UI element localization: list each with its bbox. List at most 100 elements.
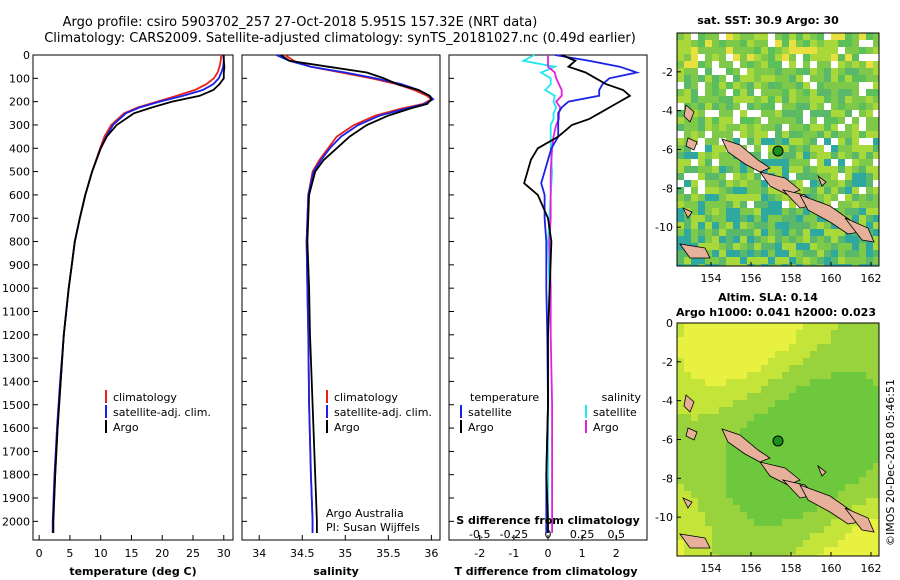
map-cell [761, 491, 768, 498]
map-cell [817, 117, 824, 124]
map-cell [866, 264, 873, 266]
map-cell [712, 208, 719, 215]
map-cell [719, 264, 726, 266]
map-cell [733, 337, 740, 344]
map-cell [810, 159, 817, 166]
map-cell [789, 526, 796, 533]
map-cell [852, 75, 859, 82]
map-cell [789, 47, 796, 54]
map-cell [684, 421, 691, 428]
map-cell [873, 131, 879, 138]
map-cell [726, 547, 733, 554]
map-cell [677, 236, 684, 243]
map-cell [698, 449, 705, 456]
map-cell [789, 96, 796, 103]
map-cell [782, 264, 789, 266]
map-cell [768, 264, 775, 266]
map-cell [677, 96, 684, 103]
map-cell [698, 180, 705, 187]
map-cell [761, 82, 768, 89]
map-cell [677, 344, 684, 351]
map-cell [789, 159, 796, 166]
map-cell [873, 257, 879, 264]
map-cell [845, 554, 852, 556]
map-cell [810, 337, 817, 344]
map-cell [866, 442, 873, 449]
map-cell [838, 351, 845, 358]
map-cell [873, 400, 879, 407]
map-cell [817, 344, 824, 351]
map-cell [873, 82, 879, 89]
map-cell [859, 131, 866, 138]
map-cell [747, 358, 754, 365]
map-cell [698, 68, 705, 75]
map-cell [796, 414, 803, 421]
map-cell [761, 33, 768, 40]
map-y-tick-label: -6 [662, 144, 673, 157]
map-cell [733, 484, 740, 491]
map-cell [733, 512, 740, 519]
map-cell [852, 159, 859, 166]
map-cell [824, 379, 831, 386]
map-cell [698, 512, 705, 519]
map-cell [684, 96, 691, 103]
map-cell [817, 47, 824, 54]
map-cell [712, 110, 719, 117]
map-cell [768, 201, 775, 208]
depth-tick-label: 800 [9, 236, 30, 249]
map-cell [789, 344, 796, 351]
map-cell [789, 215, 796, 222]
map-cell [838, 166, 845, 173]
map-cell [803, 159, 810, 166]
map-cell [726, 124, 733, 131]
map-cell [873, 365, 879, 372]
map-cell [761, 145, 768, 152]
map-cell [754, 187, 761, 194]
map-cell [719, 33, 726, 40]
map-cell [782, 250, 789, 257]
map-cell [677, 201, 684, 208]
map-cell [719, 449, 726, 456]
map-cell [754, 264, 761, 266]
map-cell [852, 243, 859, 250]
map-cell [677, 491, 684, 498]
map-cell [698, 215, 705, 222]
map-cell [684, 33, 691, 40]
map-cell [705, 68, 712, 75]
map-cell [852, 386, 859, 393]
map-cell [719, 428, 726, 435]
map-cell [803, 442, 810, 449]
map-cell [796, 442, 803, 449]
map-cell [691, 68, 698, 75]
map-cell [698, 166, 705, 173]
map-cell [803, 512, 810, 519]
map-cell [831, 33, 838, 40]
map-cell [817, 540, 824, 547]
map-cell [684, 337, 691, 344]
map-cell [761, 421, 768, 428]
map-cell [747, 337, 754, 344]
map-cell [817, 554, 824, 556]
map-cell [775, 131, 782, 138]
map-cell [838, 243, 845, 250]
map-cell [726, 512, 733, 519]
map-cell [859, 40, 866, 47]
map-cell [782, 215, 789, 222]
map-cell [789, 533, 796, 540]
map-cell [677, 400, 684, 407]
map-cell [796, 173, 803, 180]
map-cell [698, 208, 705, 215]
map-cell [684, 519, 691, 526]
map-cell [873, 540, 879, 547]
map-cell [817, 414, 824, 421]
map-cell [810, 442, 817, 449]
map-cell [712, 180, 719, 187]
map-cell [677, 421, 684, 428]
map-cell [698, 323, 705, 330]
map-cell [852, 152, 859, 159]
map-cell [726, 131, 733, 138]
map-cell [719, 498, 726, 505]
map-cell [803, 477, 810, 484]
map-cell [831, 222, 838, 229]
map-cell [775, 554, 782, 556]
